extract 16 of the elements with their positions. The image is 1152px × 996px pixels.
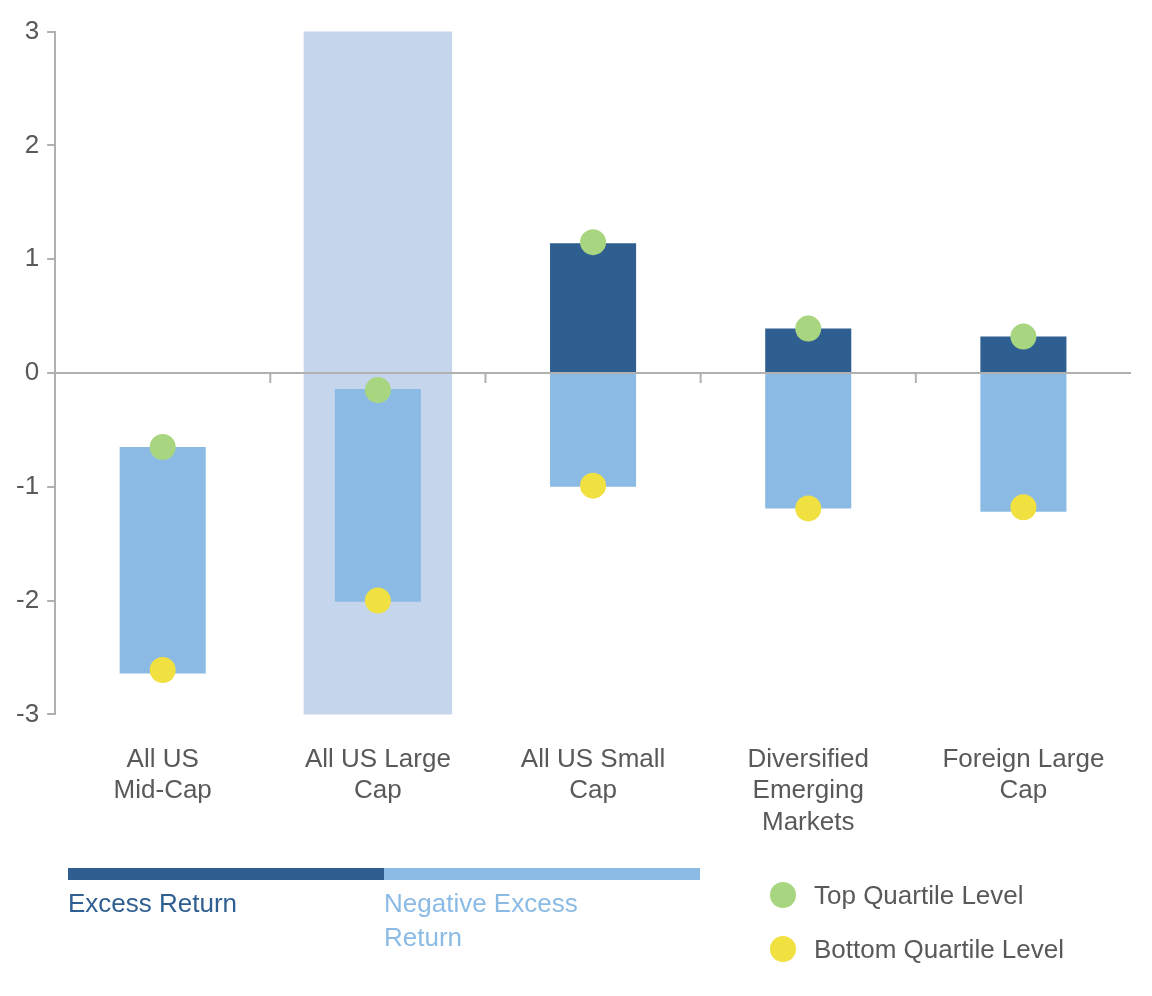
- y-tick-label: -2: [15, 583, 40, 614]
- legend-label: Bottom Quartile Level: [813, 932, 1065, 966]
- x-tick-label: Foreign Large Cap: [942, 743, 1105, 805]
- legend-label: Top Quartile Level: [813, 878, 1025, 912]
- x-tick-label: All US Small Cap: [520, 743, 666, 805]
- text: Excess Return: [68, 887, 239, 920]
- y-tick-label: 0: [24, 356, 40, 387]
- y-tick-label: -1: [15, 469, 40, 500]
- text: Negative Excess Return: [384, 887, 579, 954]
- y-tick-label: -3: [15, 697, 40, 728]
- y-tick-label: 1: [24, 242, 40, 273]
- x-tick-label: All US Large Cap: [304, 743, 451, 805]
- y-tick-label: 3: [24, 14, 40, 45]
- x-tick-label: Diversified Emerging Markets: [747, 743, 869, 836]
- y-tick-label: 2: [24, 128, 40, 159]
- x-tick-label: All US Mid-Cap: [113, 743, 212, 805]
